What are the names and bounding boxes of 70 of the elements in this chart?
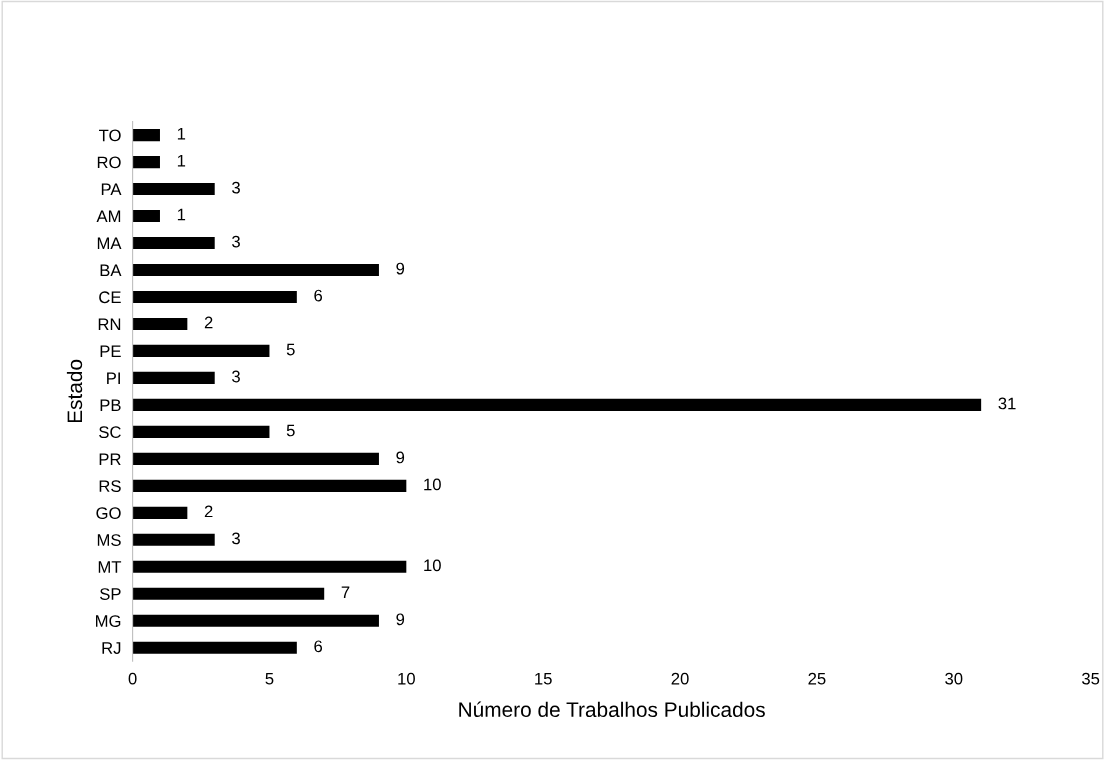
bar (132, 371, 215, 384)
bar (132, 156, 160, 169)
y-tick-label: AM (96, 210, 121, 223)
bar (132, 533, 215, 546)
x-tick-label: 35 (1082, 672, 1100, 685)
y-tick-label: RO (97, 156, 121, 169)
data-label: 9 (396, 262, 405, 275)
y-tick-label: MG (96, 615, 121, 627)
bar (132, 398, 982, 411)
y-tick-label: CE (99, 291, 121, 304)
y-tick-label: TO (99, 129, 121, 142)
y-tick-label: RJ (102, 642, 121, 654)
data-label: 5 (286, 424, 295, 437)
data-label: 1 (177, 208, 186, 221)
bar (132, 560, 407, 573)
bar (132, 641, 297, 654)
bar (132, 290, 297, 304)
y-tick-label: RS (99, 480, 121, 493)
bar (132, 209, 160, 223)
bar (132, 479, 407, 492)
data-label: 2 (204, 505, 213, 518)
bar (132, 506, 188, 519)
y-tick-label: GO (96, 507, 121, 520)
x-tick-label: 30 (945, 672, 963, 685)
y-tick-label: PI (107, 372, 120, 384)
x-tick-label: 10 (398, 672, 415, 685)
data-label: 10 (424, 559, 441, 572)
x-tick-label: 20 (671, 672, 689, 685)
x-tick-label: 0 (128, 672, 137, 685)
y-axis-title: Estado (66, 359, 83, 423)
x-tick-label: 25 (808, 672, 826, 685)
data-label: 31 (998, 397, 1016, 410)
data-label: 9 (396, 613, 405, 626)
data-label: 5 (286, 343, 295, 356)
bar (132, 587, 325, 600)
x-tick-label: 15 (535, 672, 552, 685)
bar (132, 344, 270, 357)
y-tick-label: BA (100, 264, 122, 277)
y-tick-label: PR (99, 453, 121, 465)
bar (132, 182, 215, 196)
bar (132, 425, 270, 438)
y-tick-label: SP (100, 588, 121, 600)
bar (132, 129, 160, 142)
data-label: 1 (177, 127, 186, 140)
x-tick-label: 5 (265, 672, 274, 685)
data-label: 1 (177, 154, 186, 167)
data-label: 6 (314, 640, 323, 653)
data-label: 3 (232, 370, 240, 383)
bar (132, 236, 215, 250)
data-label: 10 (424, 478, 441, 491)
bar (132, 317, 188, 331)
bar (132, 452, 379, 465)
y-tick-label: MT (98, 561, 122, 573)
data-label: 3 (232, 532, 240, 545)
y-tick-label: PE (100, 345, 121, 357)
bar (132, 263, 379, 277)
data-label: 2 (204, 316, 213, 329)
bar (132, 614, 379, 627)
x-axis-title: Número de Trabalhos Publicados (459, 701, 765, 718)
y-tick-label: PB (100, 399, 121, 411)
y-tick-label: RN (98, 318, 121, 330)
data-label: 6 (314, 289, 323, 302)
data-label: 3 (232, 235, 240, 248)
data-label: 3 (232, 181, 240, 194)
y-tick-label: PA (101, 183, 122, 196)
data-label: 7 (341, 586, 350, 599)
data-label: 9 (396, 451, 405, 464)
y-tick-label: SC (99, 426, 121, 439)
y-tick-label: MS (97, 534, 121, 546)
y-tick-label: MA (97, 237, 122, 250)
